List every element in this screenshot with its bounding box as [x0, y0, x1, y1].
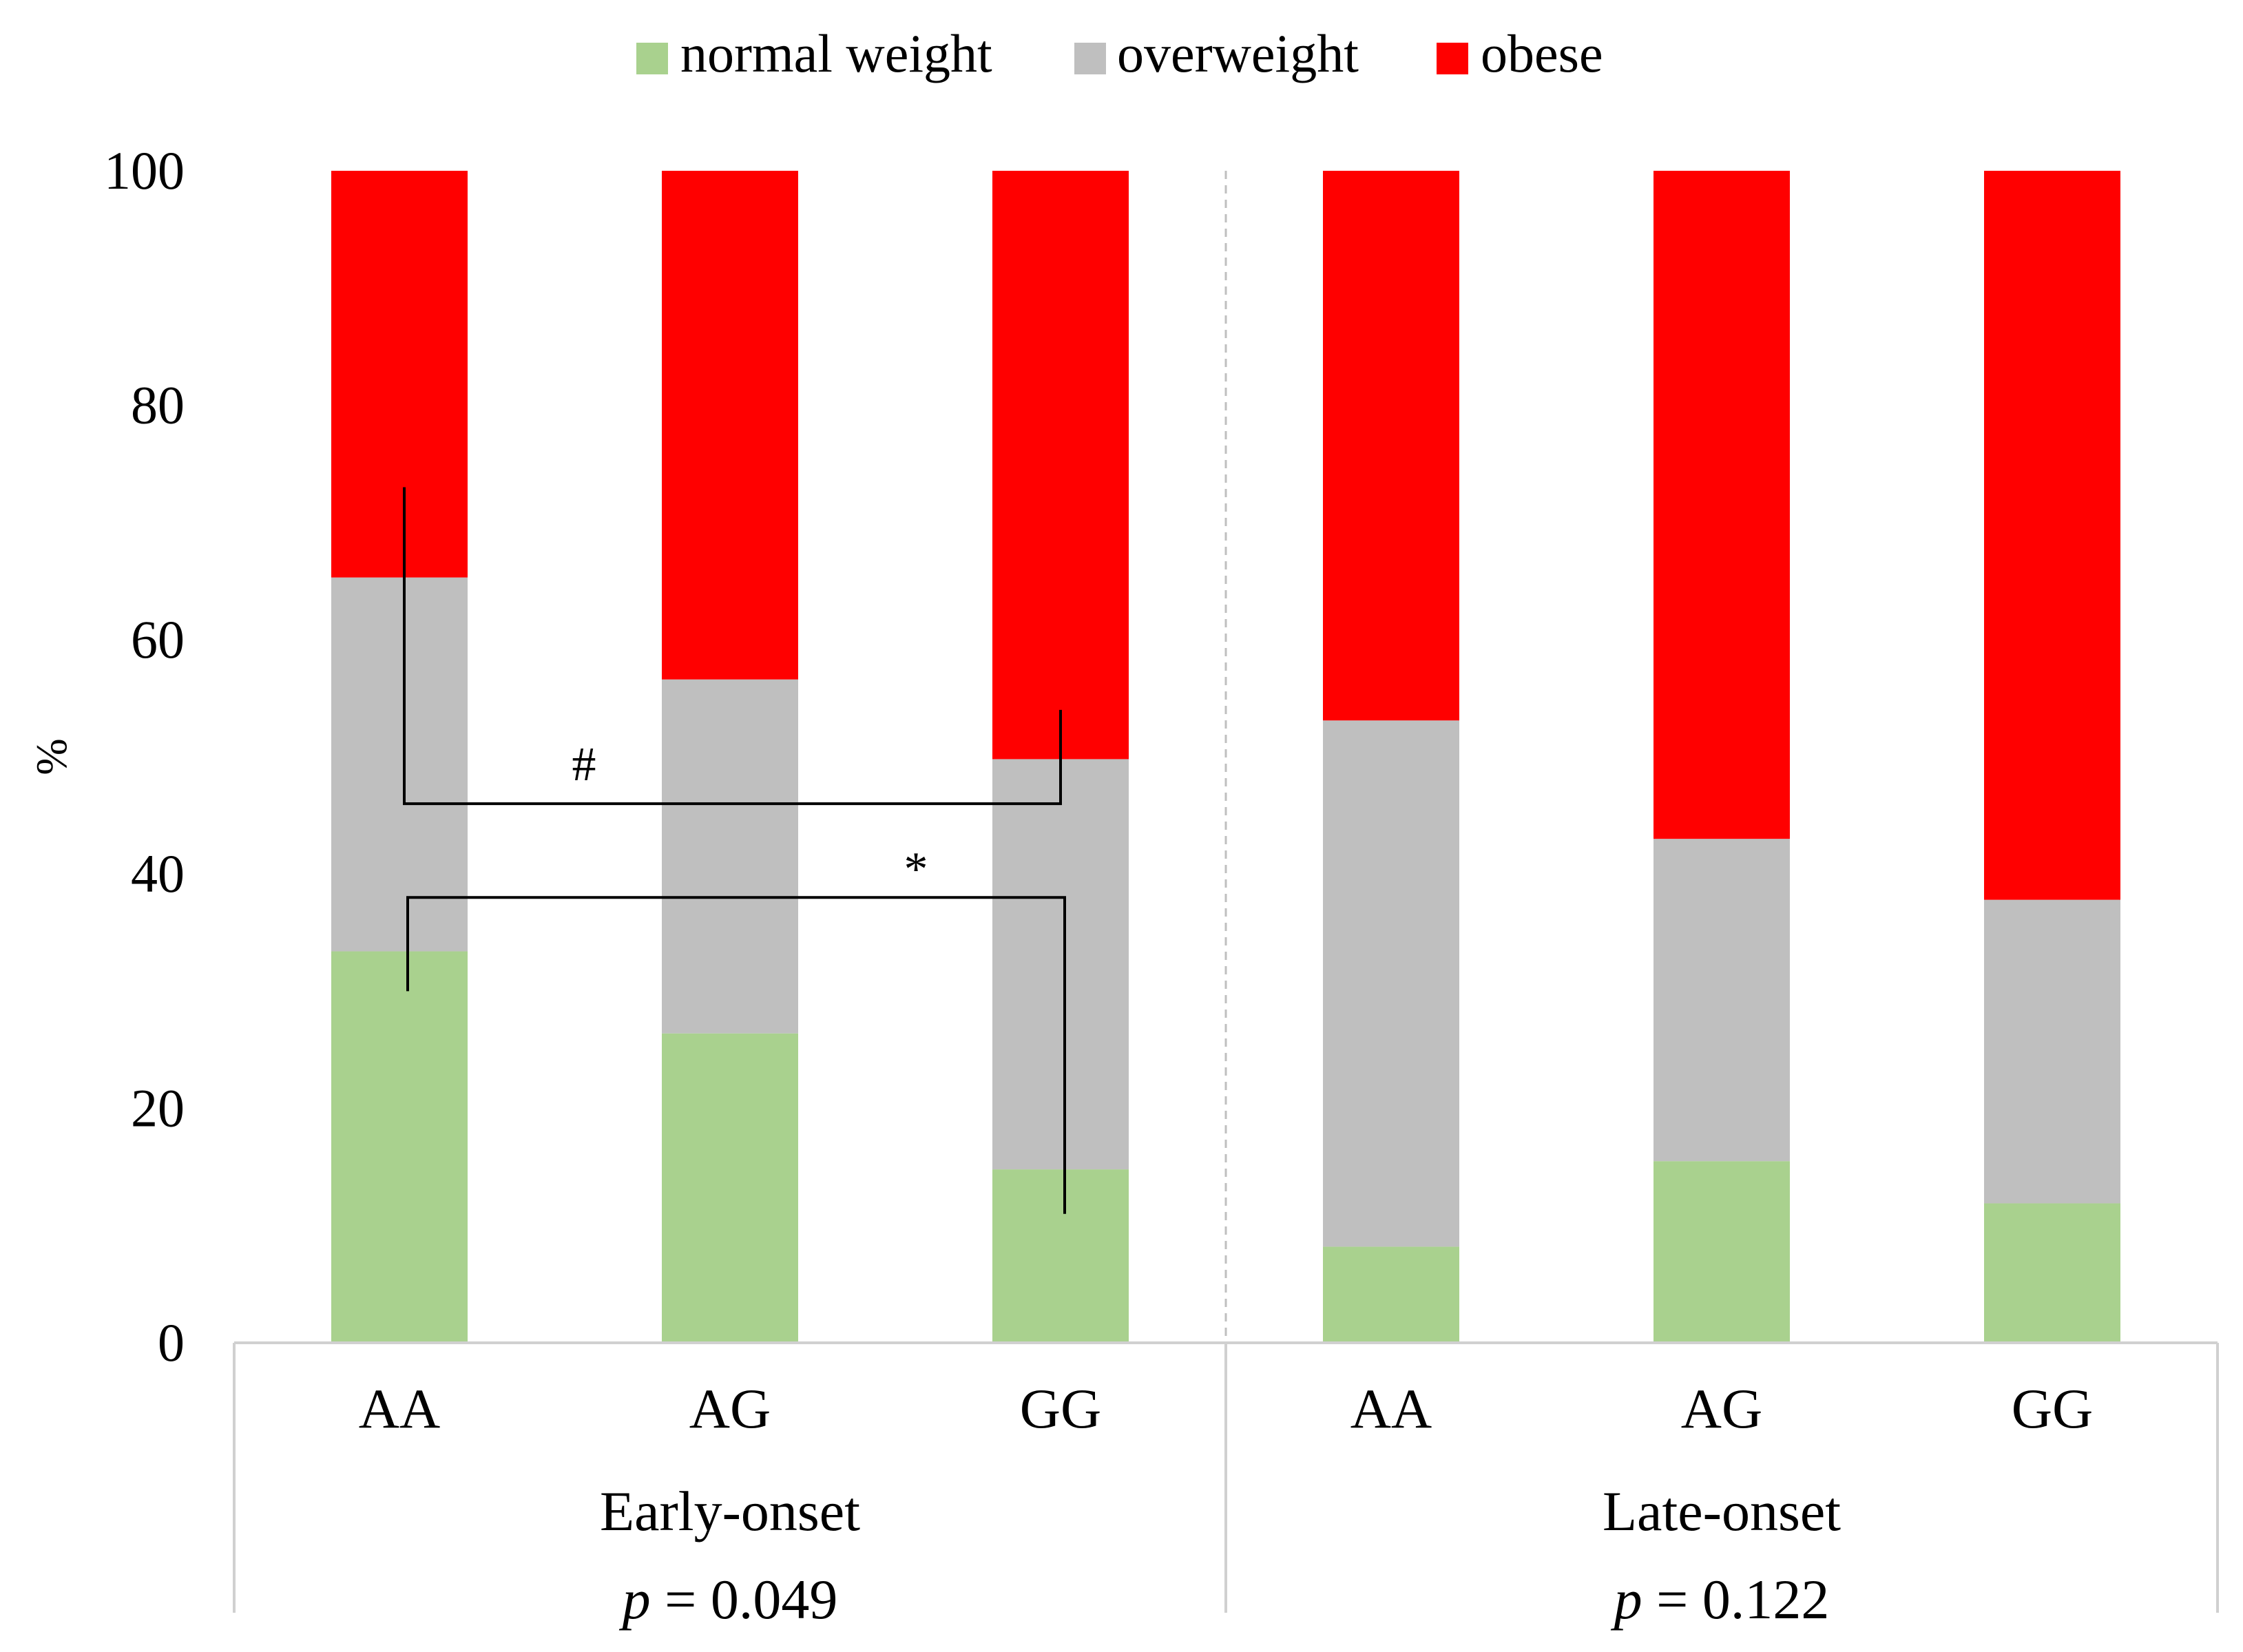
y-axis: 0 20 40 60 80 100% [27, 140, 185, 1372]
group-p-value-1: p = 0.122 [1611, 1568, 1830, 1631]
bar-normal-weight-3 [1323, 1246, 1459, 1343]
p-value-number: = 0.122 [1642, 1568, 1830, 1631]
bar-obese-3 [1323, 171, 1459, 721]
bar-overweight-4 [1653, 839, 1790, 1162]
bracket-star [406, 896, 1066, 1214]
legend-swatch-1 [1074, 43, 1106, 74]
legend-label-0: normal weight [680, 23, 992, 83]
group-label-1: Late-onset [1603, 1480, 1841, 1543]
x-category-label: AA [359, 1377, 440, 1440]
x-category-label: GG [2012, 1377, 2093, 1440]
y-tick-label: 80 [131, 375, 185, 435]
y-tick-label: 0 [158, 1313, 185, 1372]
bar-overweight-1 [662, 679, 798, 1034]
significance-annotations: #* [403, 487, 1066, 1214]
bar-normal-weight-2 [992, 1169, 1129, 1343]
legend-label-2: obese [1481, 23, 1603, 83]
legend-label-1: overweight [1117, 23, 1359, 83]
bar-obese-4 [1653, 171, 1790, 839]
p-symbol: p [1611, 1568, 1642, 1631]
bar-overweight-2 [992, 759, 1129, 1170]
group-label-0: Early-onset [600, 1480, 860, 1543]
y-tick-label: 100 [104, 140, 185, 200]
bar-overweight-3 [1323, 720, 1459, 1247]
legend-swatch-2 [1437, 43, 1468, 74]
y-tick-label: 40 [131, 844, 185, 903]
bar-normal-weight-5 [1984, 1203, 2120, 1343]
bracket-hash-label: # [572, 738, 596, 791]
bar-obese-2 [992, 171, 1129, 760]
bar-normal-weight-0 [331, 951, 468, 1343]
bars [331, 171, 2120, 1343]
bar-normal-weight-4 [1653, 1161, 1790, 1343]
x-category-label: AG [689, 1377, 771, 1440]
bar-overweight-5 [1984, 899, 2120, 1204]
bar-obese-0 [331, 171, 468, 578]
bar-overweight-0 [331, 577, 468, 952]
y-tick-label: 60 [131, 609, 185, 669]
legend-swatch-0 [636, 43, 668, 74]
bracket-star-label: * [904, 843, 928, 896]
x-category-label: AG [1681, 1377, 1762, 1440]
p-value-number: = 0.049 [651, 1568, 838, 1631]
p-symbol: p [619, 1568, 651, 1631]
legend: normal weight overweight obese [636, 23, 1603, 83]
x-axis: AA AG GG AA AG GG Early-onset p = 0.049 Late-ons… [233, 1341, 2219, 1631]
bar-obese-5 [1984, 171, 2120, 900]
bar-obese-1 [662, 171, 798, 680]
y-tick-label: 20 [131, 1078, 185, 1138]
group-p-value-0: p = 0.049 [619, 1568, 838, 1631]
x-category-label: GG [1020, 1377, 1101, 1440]
y-axis-label: % [27, 738, 76, 775]
x-category-label: AA [1350, 1377, 1432, 1440]
bar-normal-weight-1 [662, 1033, 798, 1343]
bracket-hash [403, 487, 1062, 806]
